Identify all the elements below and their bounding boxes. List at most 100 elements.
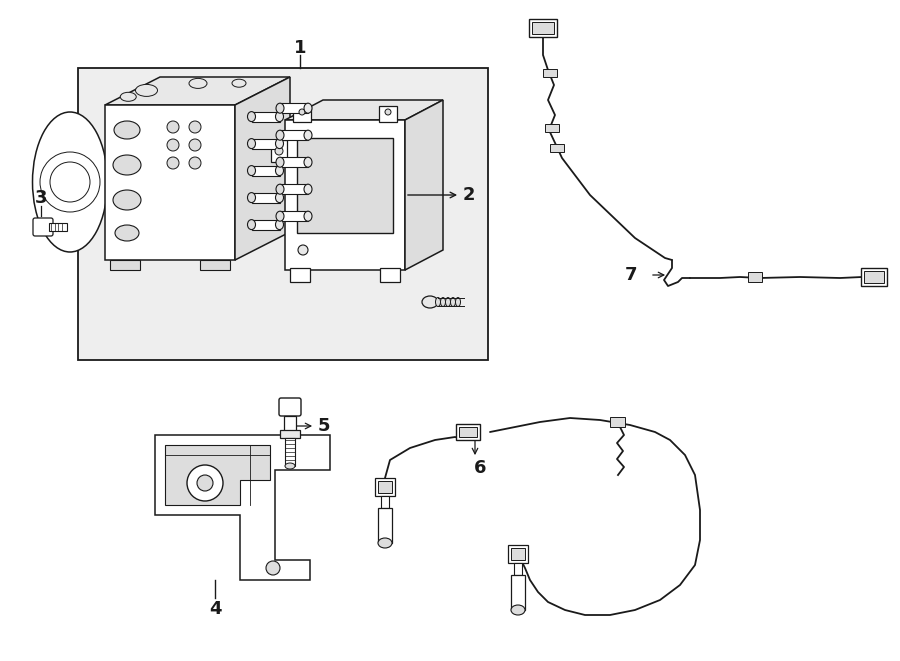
Bar bbox=[864, 271, 884, 283]
Ellipse shape bbox=[422, 296, 438, 308]
Ellipse shape bbox=[113, 190, 141, 210]
Bar bbox=[285, 120, 405, 270]
Bar bbox=[290, 268, 310, 282]
Text: 4: 4 bbox=[209, 600, 221, 618]
Text: 5: 5 bbox=[318, 417, 330, 435]
Bar bbox=[297, 138, 393, 233]
Circle shape bbox=[299, 109, 305, 115]
Ellipse shape bbox=[378, 538, 392, 548]
Circle shape bbox=[189, 157, 201, 169]
Ellipse shape bbox=[121, 93, 136, 101]
Ellipse shape bbox=[114, 121, 140, 139]
Polygon shape bbox=[105, 77, 290, 105]
Bar bbox=[271, 140, 287, 162]
Bar bbox=[280, 430, 300, 438]
Bar bbox=[280, 184, 308, 194]
Bar bbox=[514, 563, 522, 575]
Circle shape bbox=[167, 157, 179, 169]
Ellipse shape bbox=[115, 225, 139, 241]
Polygon shape bbox=[235, 77, 290, 260]
Ellipse shape bbox=[248, 112, 256, 122]
Bar bbox=[285, 438, 295, 466]
Ellipse shape bbox=[511, 605, 525, 615]
Bar bbox=[251, 112, 280, 122]
Ellipse shape bbox=[304, 103, 312, 113]
Bar bbox=[379, 106, 397, 122]
Circle shape bbox=[189, 121, 201, 133]
Polygon shape bbox=[155, 435, 330, 580]
Circle shape bbox=[197, 475, 213, 491]
Bar bbox=[748, 272, 762, 282]
Bar bbox=[293, 106, 311, 122]
FancyBboxPatch shape bbox=[279, 398, 301, 416]
Bar bbox=[545, 124, 559, 132]
Bar bbox=[284, 416, 296, 432]
Ellipse shape bbox=[32, 112, 107, 252]
Ellipse shape bbox=[276, 184, 284, 194]
Circle shape bbox=[167, 139, 179, 151]
Ellipse shape bbox=[275, 139, 284, 149]
Bar bbox=[251, 139, 280, 149]
Bar bbox=[251, 192, 280, 203]
Ellipse shape bbox=[275, 219, 284, 229]
Ellipse shape bbox=[285, 463, 295, 469]
Ellipse shape bbox=[113, 155, 141, 175]
Bar bbox=[280, 130, 308, 140]
Bar bbox=[381, 496, 389, 508]
Ellipse shape bbox=[275, 166, 284, 176]
Bar bbox=[280, 103, 308, 113]
Bar bbox=[610, 417, 625, 427]
Polygon shape bbox=[165, 445, 270, 505]
Bar bbox=[380, 268, 400, 282]
Ellipse shape bbox=[440, 297, 445, 307]
Ellipse shape bbox=[136, 85, 158, 97]
Ellipse shape bbox=[248, 166, 256, 176]
Circle shape bbox=[266, 561, 280, 575]
Bar bbox=[529, 19, 557, 37]
Ellipse shape bbox=[248, 219, 256, 229]
Text: 2: 2 bbox=[463, 186, 475, 204]
Ellipse shape bbox=[232, 79, 246, 87]
Bar bbox=[251, 166, 280, 176]
Bar bbox=[532, 22, 554, 34]
Ellipse shape bbox=[276, 157, 284, 167]
Bar bbox=[280, 157, 308, 167]
Ellipse shape bbox=[189, 79, 207, 89]
Ellipse shape bbox=[275, 192, 284, 203]
Bar bbox=[378, 508, 392, 543]
Bar bbox=[105, 105, 235, 260]
Bar bbox=[459, 427, 477, 437]
Circle shape bbox=[187, 465, 223, 501]
Ellipse shape bbox=[248, 139, 256, 149]
Bar bbox=[861, 268, 887, 286]
Ellipse shape bbox=[436, 297, 440, 307]
Text: 7: 7 bbox=[625, 266, 637, 284]
Ellipse shape bbox=[446, 297, 451, 307]
Bar bbox=[110, 260, 140, 270]
Circle shape bbox=[275, 147, 283, 155]
Bar bbox=[375, 478, 395, 496]
Ellipse shape bbox=[455, 297, 461, 307]
Ellipse shape bbox=[276, 130, 284, 140]
FancyBboxPatch shape bbox=[33, 218, 53, 236]
Bar bbox=[280, 212, 308, 221]
Bar bbox=[511, 548, 525, 560]
Bar bbox=[511, 575, 525, 610]
Bar bbox=[49, 223, 67, 231]
Ellipse shape bbox=[276, 103, 284, 113]
Polygon shape bbox=[405, 100, 443, 270]
Text: 6: 6 bbox=[473, 459, 486, 477]
Bar bbox=[378, 481, 392, 493]
Bar bbox=[550, 144, 564, 152]
Bar bbox=[456, 424, 480, 440]
Ellipse shape bbox=[276, 212, 284, 221]
Bar bbox=[200, 260, 230, 270]
Ellipse shape bbox=[304, 130, 312, 140]
Circle shape bbox=[189, 139, 201, 151]
Ellipse shape bbox=[304, 157, 312, 167]
Circle shape bbox=[385, 109, 391, 115]
Bar bbox=[78, 68, 488, 360]
Bar bbox=[251, 219, 280, 229]
Ellipse shape bbox=[304, 212, 312, 221]
Bar bbox=[543, 69, 557, 77]
